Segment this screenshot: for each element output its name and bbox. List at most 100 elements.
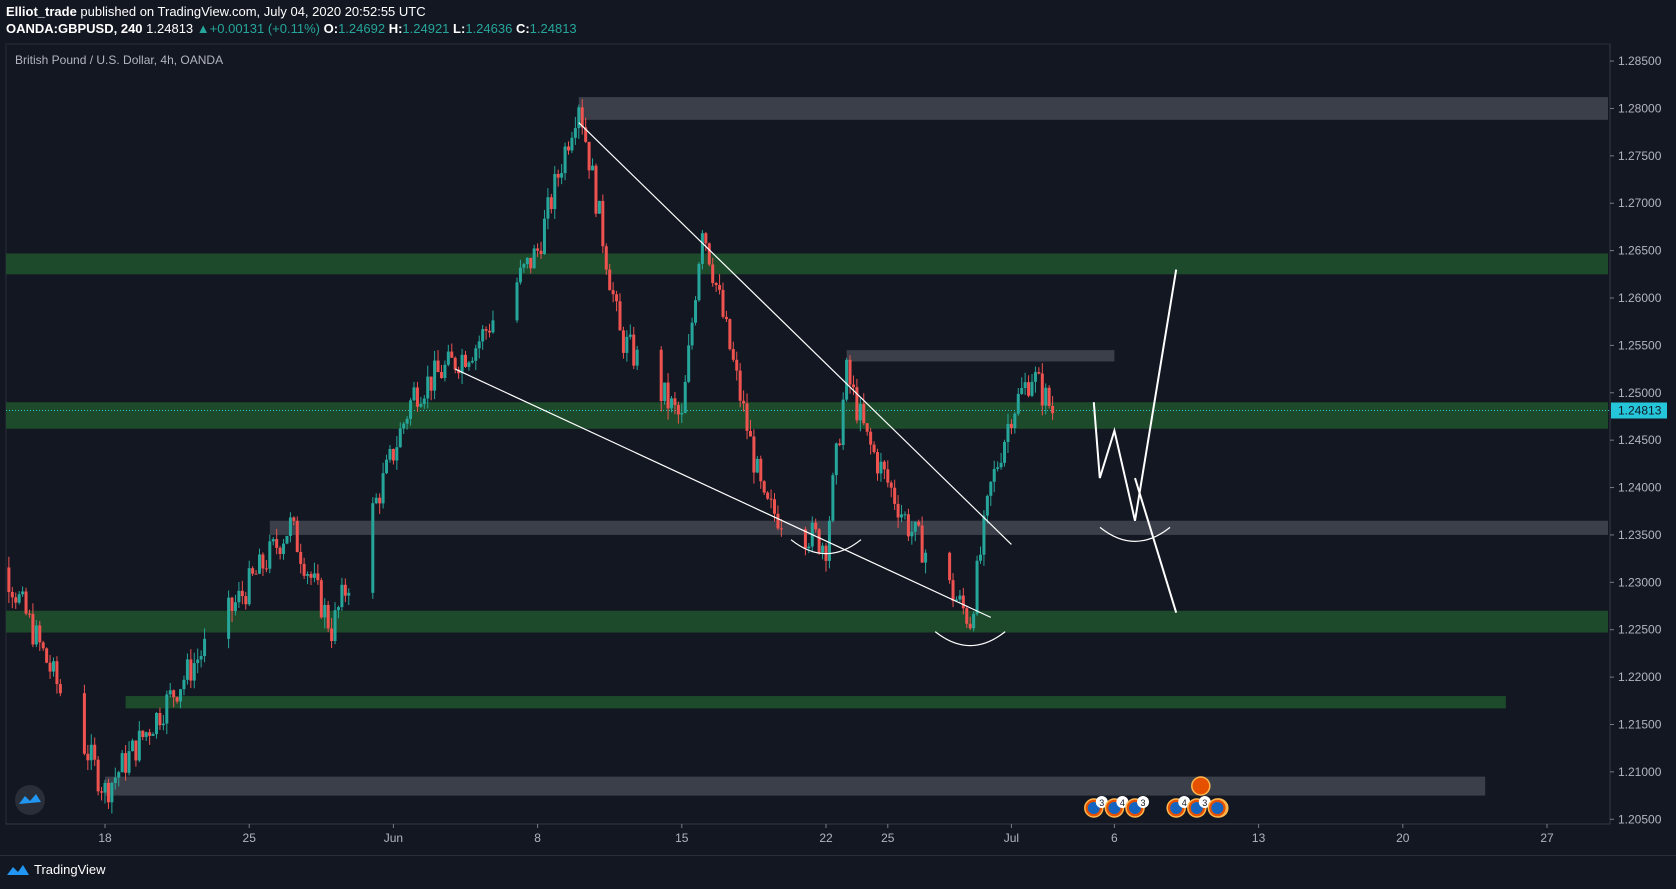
event-flag-icon [1191, 776, 1211, 796]
candle-body [278, 547, 282, 554]
y-tick-label: 1.21500 [1618, 717, 1662, 731]
candle-body [608, 269, 612, 291]
candle-body [1006, 423, 1010, 442]
candle-body [443, 364, 447, 379]
y-tick-label: 1.25000 [1618, 386, 1662, 400]
candle-body [773, 499, 776, 514]
candle-body [954, 599, 958, 601]
candle-body [86, 753, 90, 761]
candle-body [237, 590, 241, 603]
candle-body [409, 400, 413, 419]
candle-body [924, 552, 928, 563]
candle-body [556, 173, 560, 178]
candle-body [762, 481, 766, 493]
candle-body [834, 443, 838, 476]
candle-body [776, 513, 780, 529]
projection-path [1092, 269, 1178, 521]
candle-body [58, 684, 62, 694]
y-tick-label: 1.27500 [1618, 149, 1662, 163]
candle-body [755, 458, 759, 473]
candle-body [261, 554, 265, 569]
candle-body [529, 257, 533, 269]
candle-body [869, 431, 873, 445]
tradingview-badge[interactable] [15, 785, 45, 815]
candle-body [412, 387, 416, 401]
candle-body [917, 521, 921, 526]
ohlc-legend: OANDA:GBPUSD, 240 1.24813 ▲+0.00131 (+0.… [6, 21, 577, 36]
candle-body [161, 723, 165, 726]
candle-body [148, 732, 152, 736]
candle-body [848, 359, 852, 385]
candle-body [676, 404, 680, 415]
candle-body [711, 264, 715, 284]
candle-body [491, 320, 495, 333]
candle-body [841, 399, 845, 445]
candle-body [470, 360, 474, 363]
candle-body [704, 233, 708, 244]
candle-body [982, 515, 986, 555]
candle-body [560, 173, 564, 178]
candle-body [549, 197, 553, 210]
candle-body [903, 514, 907, 516]
candle-body [82, 693, 86, 754]
candle-body [306, 574, 310, 576]
candle-body [203, 638, 207, 657]
candle-body [913, 521, 917, 532]
candle-body [570, 137, 574, 151]
arc-2 [1099, 526, 1171, 542]
candle-body [597, 200, 601, 214]
candle-body [436, 360, 440, 373]
candle-body [604, 246, 608, 270]
candle-body [539, 250, 543, 255]
chart-title: British Pound / U.S. Dollar, 4h, OANDA [15, 53, 223, 67]
candle-body [55, 661, 59, 685]
candle-body [601, 200, 605, 247]
price-axis[interactable]: 1.28500 1.28000 1.27500 1.27000 1.26500 1.260… [1610, 54, 1662, 826]
event-count-label: 3 [1099, 798, 1104, 808]
y-tick-label: 1.24500 [1618, 433, 1662, 447]
x-tick-label: Jun [384, 831, 403, 845]
candle-body [879, 461, 883, 474]
candle-body [374, 497, 378, 504]
open-value: 1.24692 [338, 21, 386, 36]
candle-body [120, 753, 124, 773]
candle-body [268, 541, 272, 569]
candle-body [488, 330, 492, 333]
open-label: O: [323, 21, 339, 36]
candle-body [759, 458, 763, 482]
candle-body [972, 613, 976, 629]
candle-body [728, 319, 732, 350]
candle-body [7, 567, 11, 592]
candle-body [906, 514, 910, 537]
candle-body [546, 197, 550, 219]
candle-body [484, 329, 488, 331]
low-value: 1.24636 [465, 21, 513, 36]
symbol-label: OANDA:GBPUSD, 240 [6, 21, 143, 36]
candle-body [961, 595, 965, 609]
candle-body [326, 604, 330, 629]
projection-alt-path [1134, 477, 1178, 613]
candle-body [312, 573, 316, 578]
x-tick-label: 8 [534, 831, 541, 845]
candle-body [1020, 388, 1024, 394]
candle-body [542, 218, 546, 255]
published-text: published on TradingView.com, July 04, 2… [80, 4, 426, 19]
candle-body [398, 428, 402, 448]
candle-body [1030, 381, 1034, 396]
candle-body [141, 730, 145, 737]
candle-body [254, 573, 258, 575]
candle-body [563, 146, 567, 174]
candle-body [330, 628, 334, 642]
footer-divider [0, 855, 1676, 856]
candle-body [474, 348, 478, 361]
candle-body [896, 503, 900, 518]
candle-body [371, 503, 375, 593]
trendline-1 [578, 122, 1012, 545]
candle-body [100, 791, 104, 793]
time-axis[interactable]: 18 25 Jun 8 15 22 25 Jul 6 13 20 27 [98, 824, 1554, 845]
candle-body [1040, 373, 1044, 406]
candle-body [144, 732, 148, 737]
x-tick-label: 6 [1111, 831, 1118, 845]
candle-body [580, 107, 584, 128]
